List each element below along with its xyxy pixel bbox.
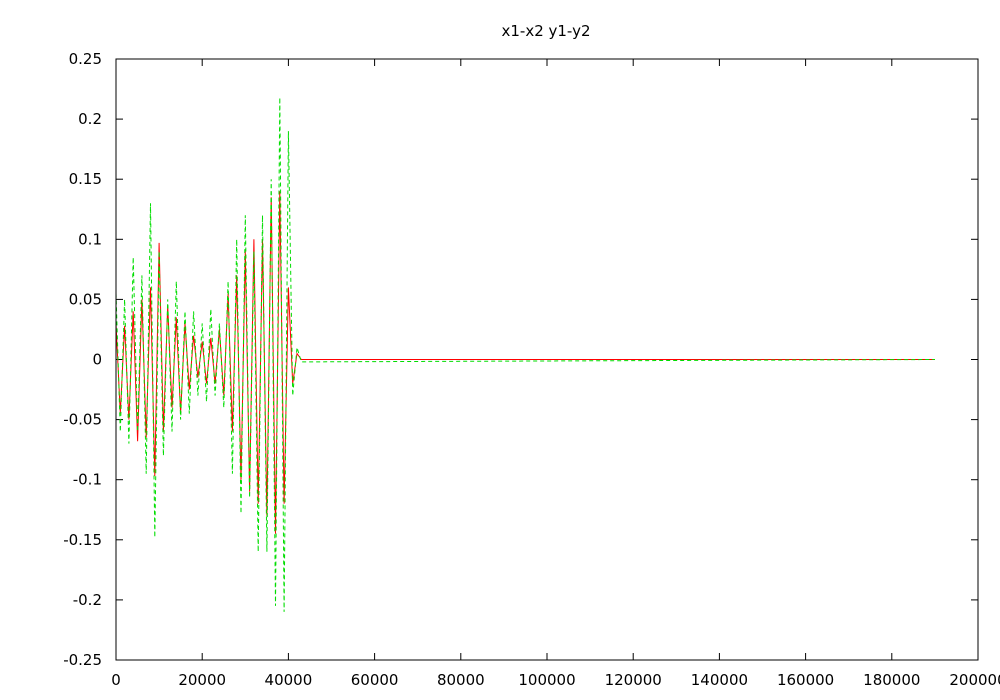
x-tick-label: 160000: [777, 671, 834, 689]
chart-title: x1-x2 y1-y2: [501, 22, 590, 40]
y-tick-label: 0.25: [69, 50, 102, 68]
x-tick-label: 180000: [863, 671, 920, 689]
x-tick-label: 200000: [949, 671, 1000, 689]
x-tick-label: 100000: [518, 671, 575, 689]
x-tick-label: 40000: [265, 671, 313, 689]
y-tick-label: -0.2: [73, 591, 102, 609]
y-tick-label: -0.1: [73, 471, 102, 489]
x-tick-label: 140000: [691, 671, 748, 689]
y-tick-label: 0.1: [78, 230, 102, 248]
x-tick-label: 0: [111, 671, 121, 689]
series-line-2: [115, 97, 935, 612]
axis-tick-labels: 0 20000 40000 60000 80000 100000 120000 140000 1…: [63, 50, 1000, 689]
x-tick-label: 80000: [437, 671, 485, 689]
x-tick-label: 20000: [178, 671, 226, 689]
series-line-1: [115, 191, 935, 534]
y-tick-label: -0.05: [63, 411, 102, 429]
y-tick-label: -0.15: [63, 531, 102, 549]
y-tick-label: 0.15: [69, 170, 102, 188]
y-tick-label: 0.2: [78, 110, 102, 128]
x-tick-label: 60000: [351, 671, 399, 689]
y-tick-label: -0.25: [63, 651, 102, 669]
y-tick-label: 0.05: [69, 290, 102, 308]
plot-frame: [115, 58, 979, 661]
x-tick-label: 120000: [605, 671, 662, 689]
y-tick-label: 0: [92, 351, 102, 369]
plot-series: [115, 97, 935, 612]
